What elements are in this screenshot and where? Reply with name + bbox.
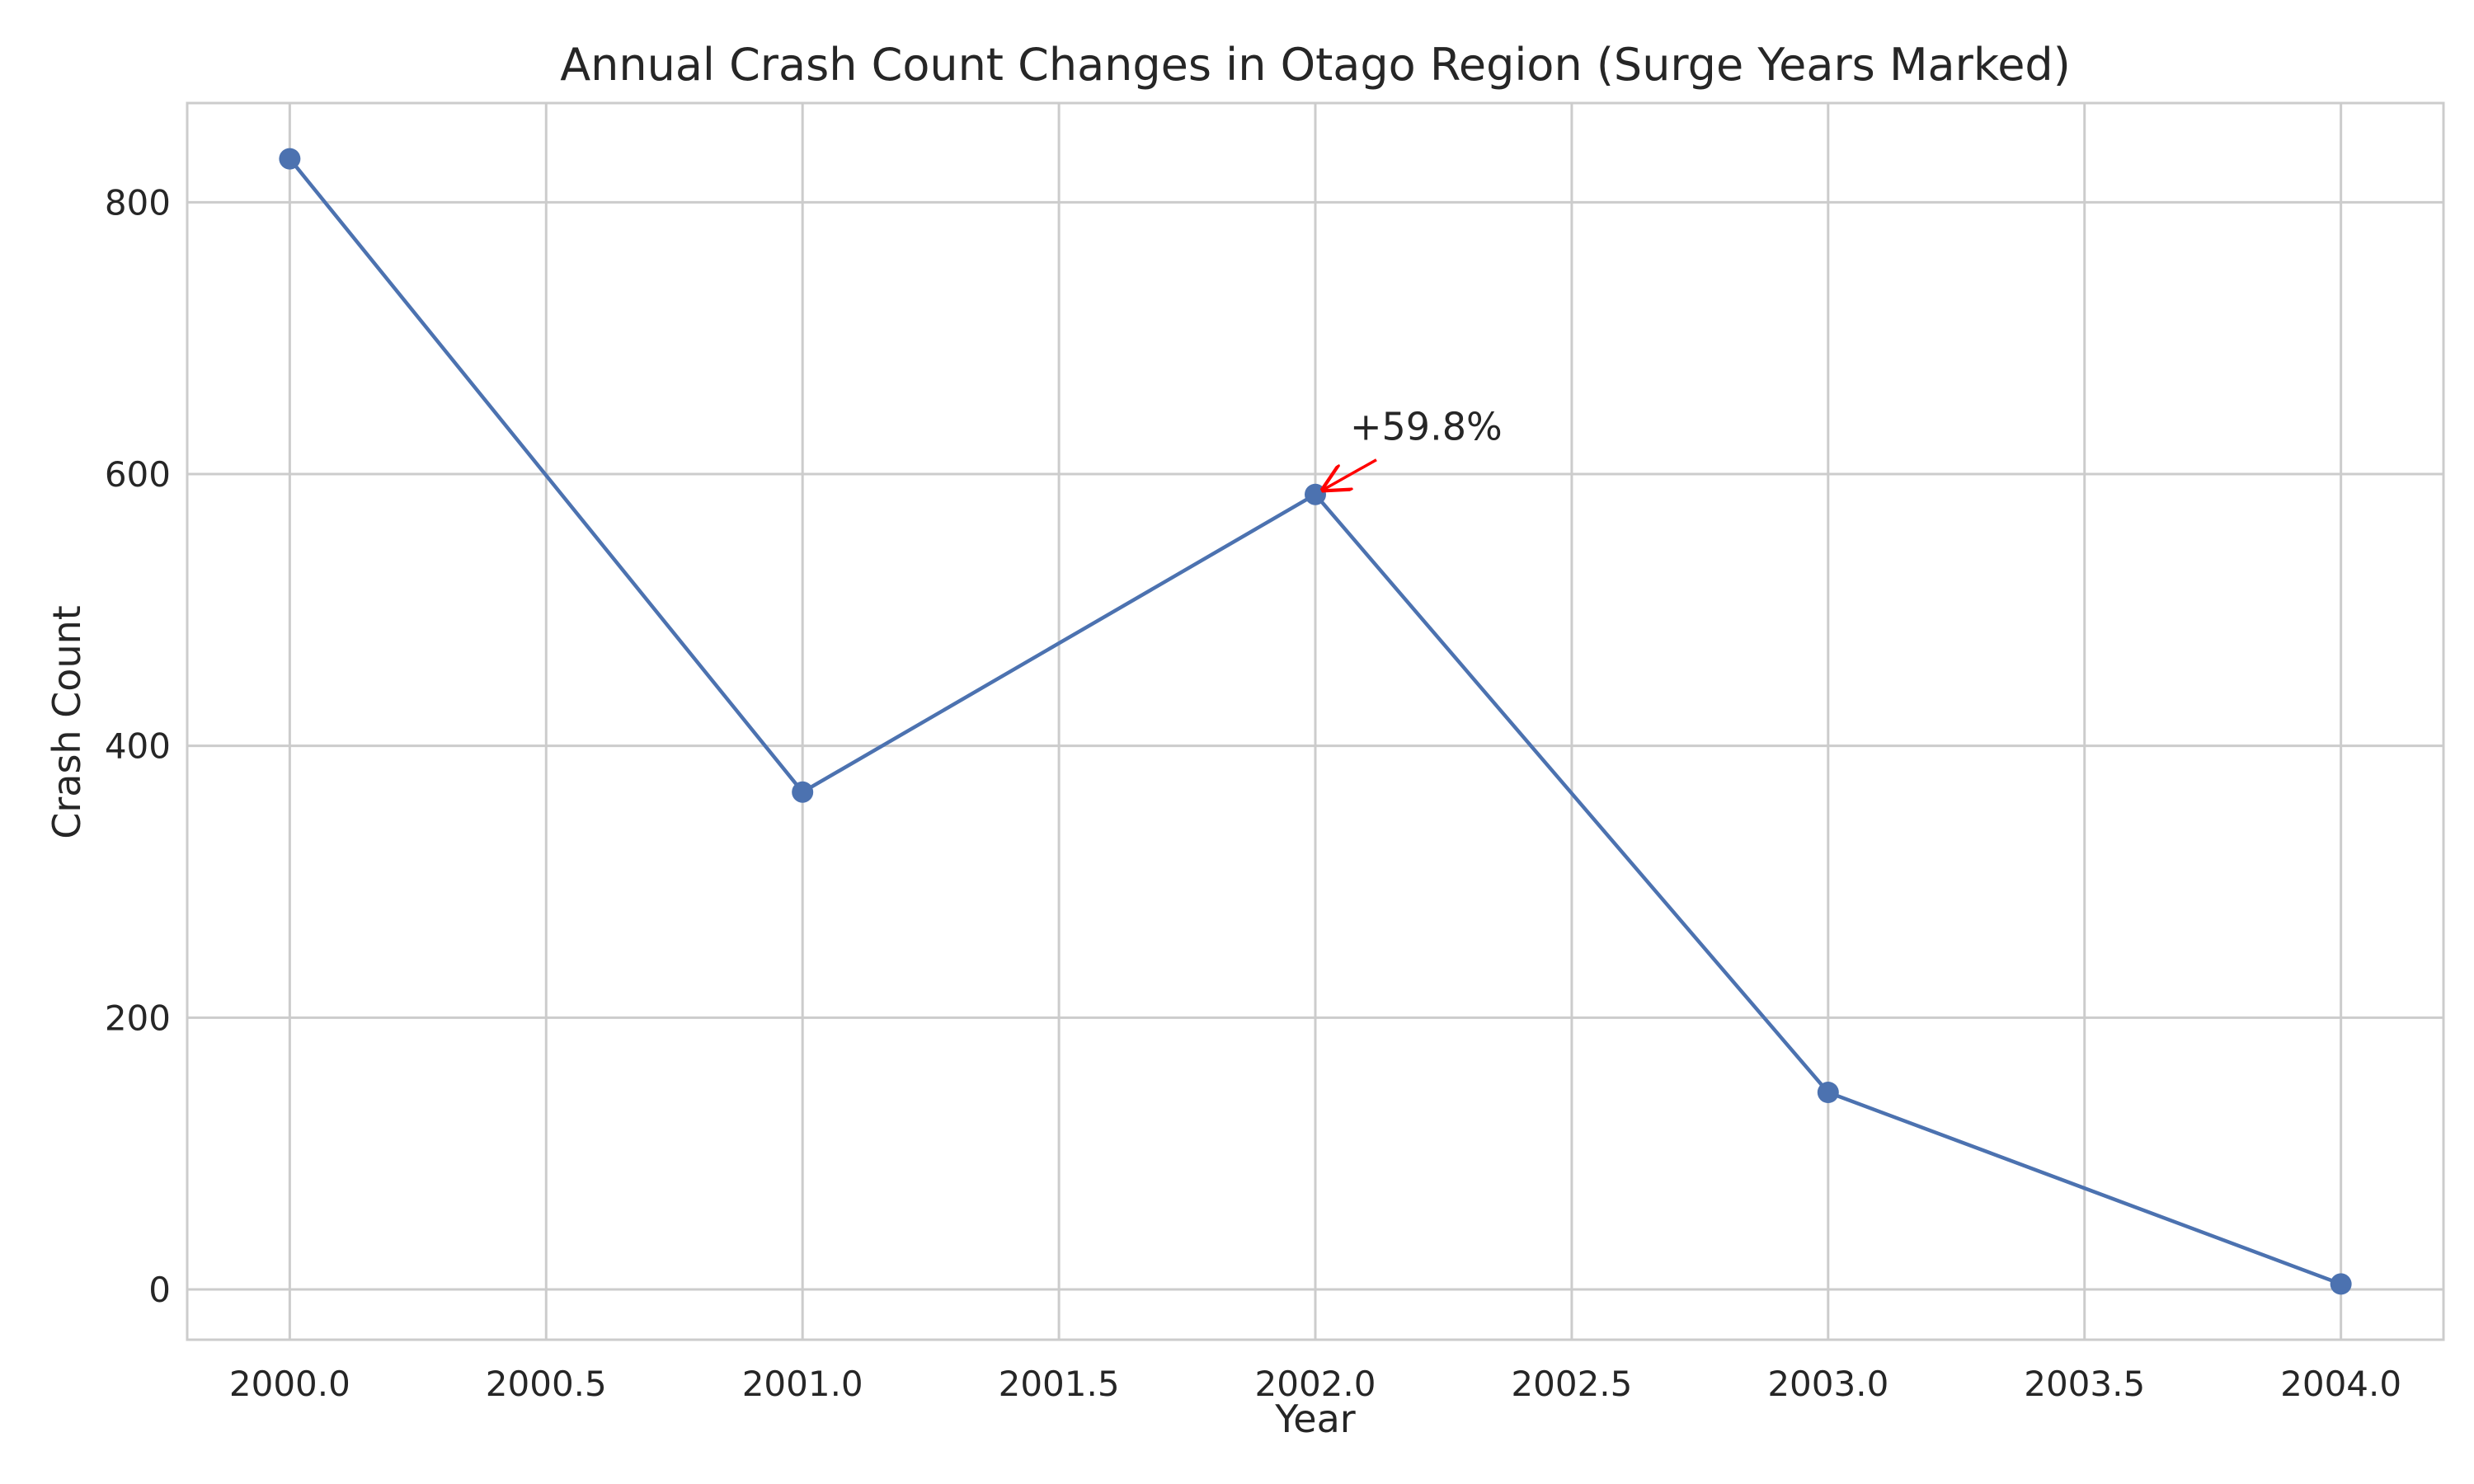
data-point [792,781,814,803]
x-tick-label: 2000.5 [486,1364,607,1404]
grid [187,103,2443,1340]
x-tick-label: 2003.5 [2024,1364,2145,1404]
x-axis: 2000.0 2000.5 2001.0 2001.5 2002.0 2002.5 2003… [229,1364,2401,1404]
data-point [1305,483,1326,505]
x-tick-label: 2001.5 [999,1364,1120,1404]
y-tick-label: 800 [105,182,171,223]
x-tick-label: 2001.0 [742,1364,863,1404]
y-tick-label: 0 [148,1270,171,1310]
data-point [2330,1273,2352,1295]
plot-frame [186,101,2445,1341]
y-axis-label: Crash Count [45,605,89,839]
annotation-arrow [1324,458,1377,490]
data-point [1817,1082,1839,1103]
x-tick-label: 2000.0 [229,1364,350,1404]
y-tick-label: 600 [105,454,171,495]
x-tick-label: 2002.5 [1511,1364,1632,1404]
annotations: +59.8% [1324,405,1503,490]
x-tick-label: 2002.0 [1255,1364,1376,1404]
chart-title: Annual Crash Count Changes in Otago Regi… [560,39,2071,91]
x-axis-label: Year [1274,1397,1355,1441]
y-axis: 0 200 400 600 800 [105,182,171,1310]
y-tick-label: 200 [105,998,171,1038]
annotation-label: +59.8% [1350,405,1503,449]
y-tick-label: 400 [105,726,171,767]
data-point [279,148,301,170]
x-tick-label: 2003.0 [1767,1364,1888,1404]
x-tick-label: 2004.0 [2280,1364,2401,1404]
